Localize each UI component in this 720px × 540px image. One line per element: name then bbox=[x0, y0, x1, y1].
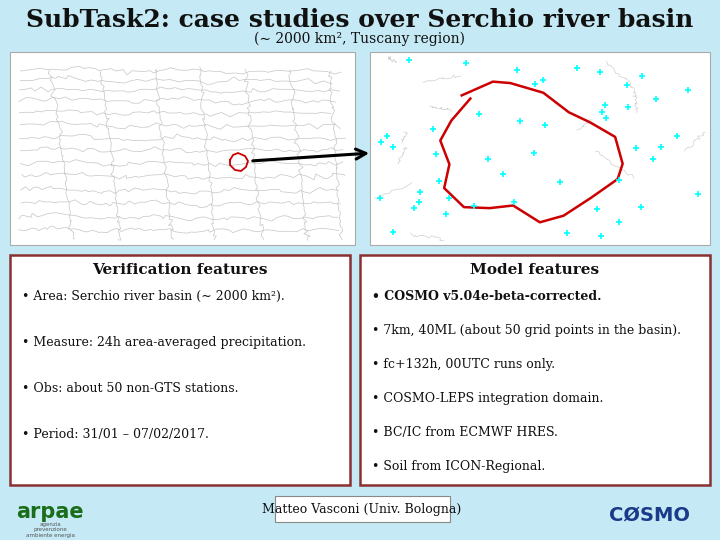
Point bbox=[414, 188, 426, 197]
Point bbox=[600, 101, 611, 110]
Bar bbox=[370, 52, 710, 245]
Bar bbox=[360, 255, 710, 485]
Point bbox=[693, 190, 704, 199]
Point bbox=[636, 71, 647, 80]
Point bbox=[387, 227, 399, 236]
Text: • BC/IC from ECMWF HRES.: • BC/IC from ECMWF HRES. bbox=[372, 426, 558, 439]
Point bbox=[572, 64, 583, 72]
Text: • Area: Serchio river basin (∼ 2000 km²).: • Area: Serchio river basin (∼ 2000 km²)… bbox=[22, 290, 284, 303]
Point bbox=[613, 176, 625, 184]
Text: • 7km, 40ML (about 50 grid points in the basin).: • 7km, 40ML (about 50 grid points in the… bbox=[372, 324, 681, 337]
Bar bbox=[10, 255, 350, 485]
Bar bbox=[10, 52, 355, 245]
Point bbox=[430, 150, 441, 158]
Text: arpae: arpae bbox=[16, 502, 84, 522]
Point bbox=[683, 86, 694, 94]
Text: CØSMO: CØSMO bbox=[610, 505, 690, 524]
Text: SubTask2: case studies over Serchio river basin: SubTask2: case studies over Serchio rive… bbox=[27, 8, 693, 32]
Point bbox=[651, 94, 662, 103]
Text: • fc+132h, 00UTC runs only.: • fc+132h, 00UTC runs only. bbox=[372, 358, 555, 371]
Text: Verification features: Verification features bbox=[92, 263, 268, 277]
Point bbox=[510, 66, 522, 75]
Point bbox=[635, 203, 647, 212]
Point bbox=[595, 232, 607, 240]
Point bbox=[562, 228, 573, 237]
Point bbox=[376, 137, 387, 146]
Point bbox=[613, 218, 625, 226]
Point bbox=[482, 154, 493, 163]
Text: agenzia
prevenzione
ambiente energia: agenzia prevenzione ambiente energia bbox=[25, 522, 74, 538]
Point bbox=[647, 154, 659, 163]
Point bbox=[440, 210, 451, 219]
Point bbox=[630, 144, 642, 152]
Point bbox=[444, 194, 455, 202]
Text: Model features: Model features bbox=[470, 263, 600, 277]
Point bbox=[537, 76, 549, 84]
Point bbox=[592, 205, 603, 213]
Point bbox=[514, 116, 526, 125]
Point bbox=[529, 80, 541, 89]
Point bbox=[433, 177, 445, 186]
Text: • Period: 31/01 – 07/02/2017.: • Period: 31/01 – 07/02/2017. bbox=[22, 428, 209, 441]
Text: • COSMO-LEPS integration domain.: • COSMO-LEPS integration domain. bbox=[372, 392, 603, 405]
Point bbox=[621, 81, 633, 90]
Point bbox=[554, 177, 566, 186]
Point bbox=[408, 204, 420, 212]
Point bbox=[671, 132, 683, 141]
Point bbox=[473, 109, 485, 118]
Point bbox=[403, 56, 415, 64]
Point bbox=[413, 197, 424, 206]
Text: (∼ 2000 km², Tuscany region): (∼ 2000 km², Tuscany region) bbox=[254, 32, 466, 46]
Point bbox=[594, 68, 606, 76]
Point bbox=[498, 170, 509, 178]
Text: Matteo Vasconi (Univ. Bologna): Matteo Vasconi (Univ. Bologna) bbox=[262, 503, 462, 516]
Text: • COSMO v5.04e-beta-corrected.: • COSMO v5.04e-beta-corrected. bbox=[372, 290, 601, 303]
Point bbox=[387, 143, 398, 152]
Text: • Measure: 24h area-averaged precipitation.: • Measure: 24h area-averaged precipitati… bbox=[22, 336, 306, 349]
Point bbox=[428, 125, 439, 134]
Point bbox=[600, 113, 611, 122]
Point bbox=[622, 102, 634, 111]
Point bbox=[656, 143, 667, 151]
Point bbox=[382, 131, 393, 140]
Point bbox=[374, 194, 386, 202]
Text: • Soil from ICON-Regional.: • Soil from ICON-Regional. bbox=[372, 460, 545, 473]
Point bbox=[508, 198, 520, 206]
Text: • Obs: about 50 non-GTS stations.: • Obs: about 50 non-GTS stations. bbox=[22, 382, 238, 395]
Point bbox=[528, 149, 540, 158]
Point bbox=[539, 120, 551, 129]
Bar bbox=[275, 496, 450, 522]
Point bbox=[460, 59, 472, 68]
Point bbox=[596, 107, 608, 116]
Point bbox=[469, 201, 480, 210]
